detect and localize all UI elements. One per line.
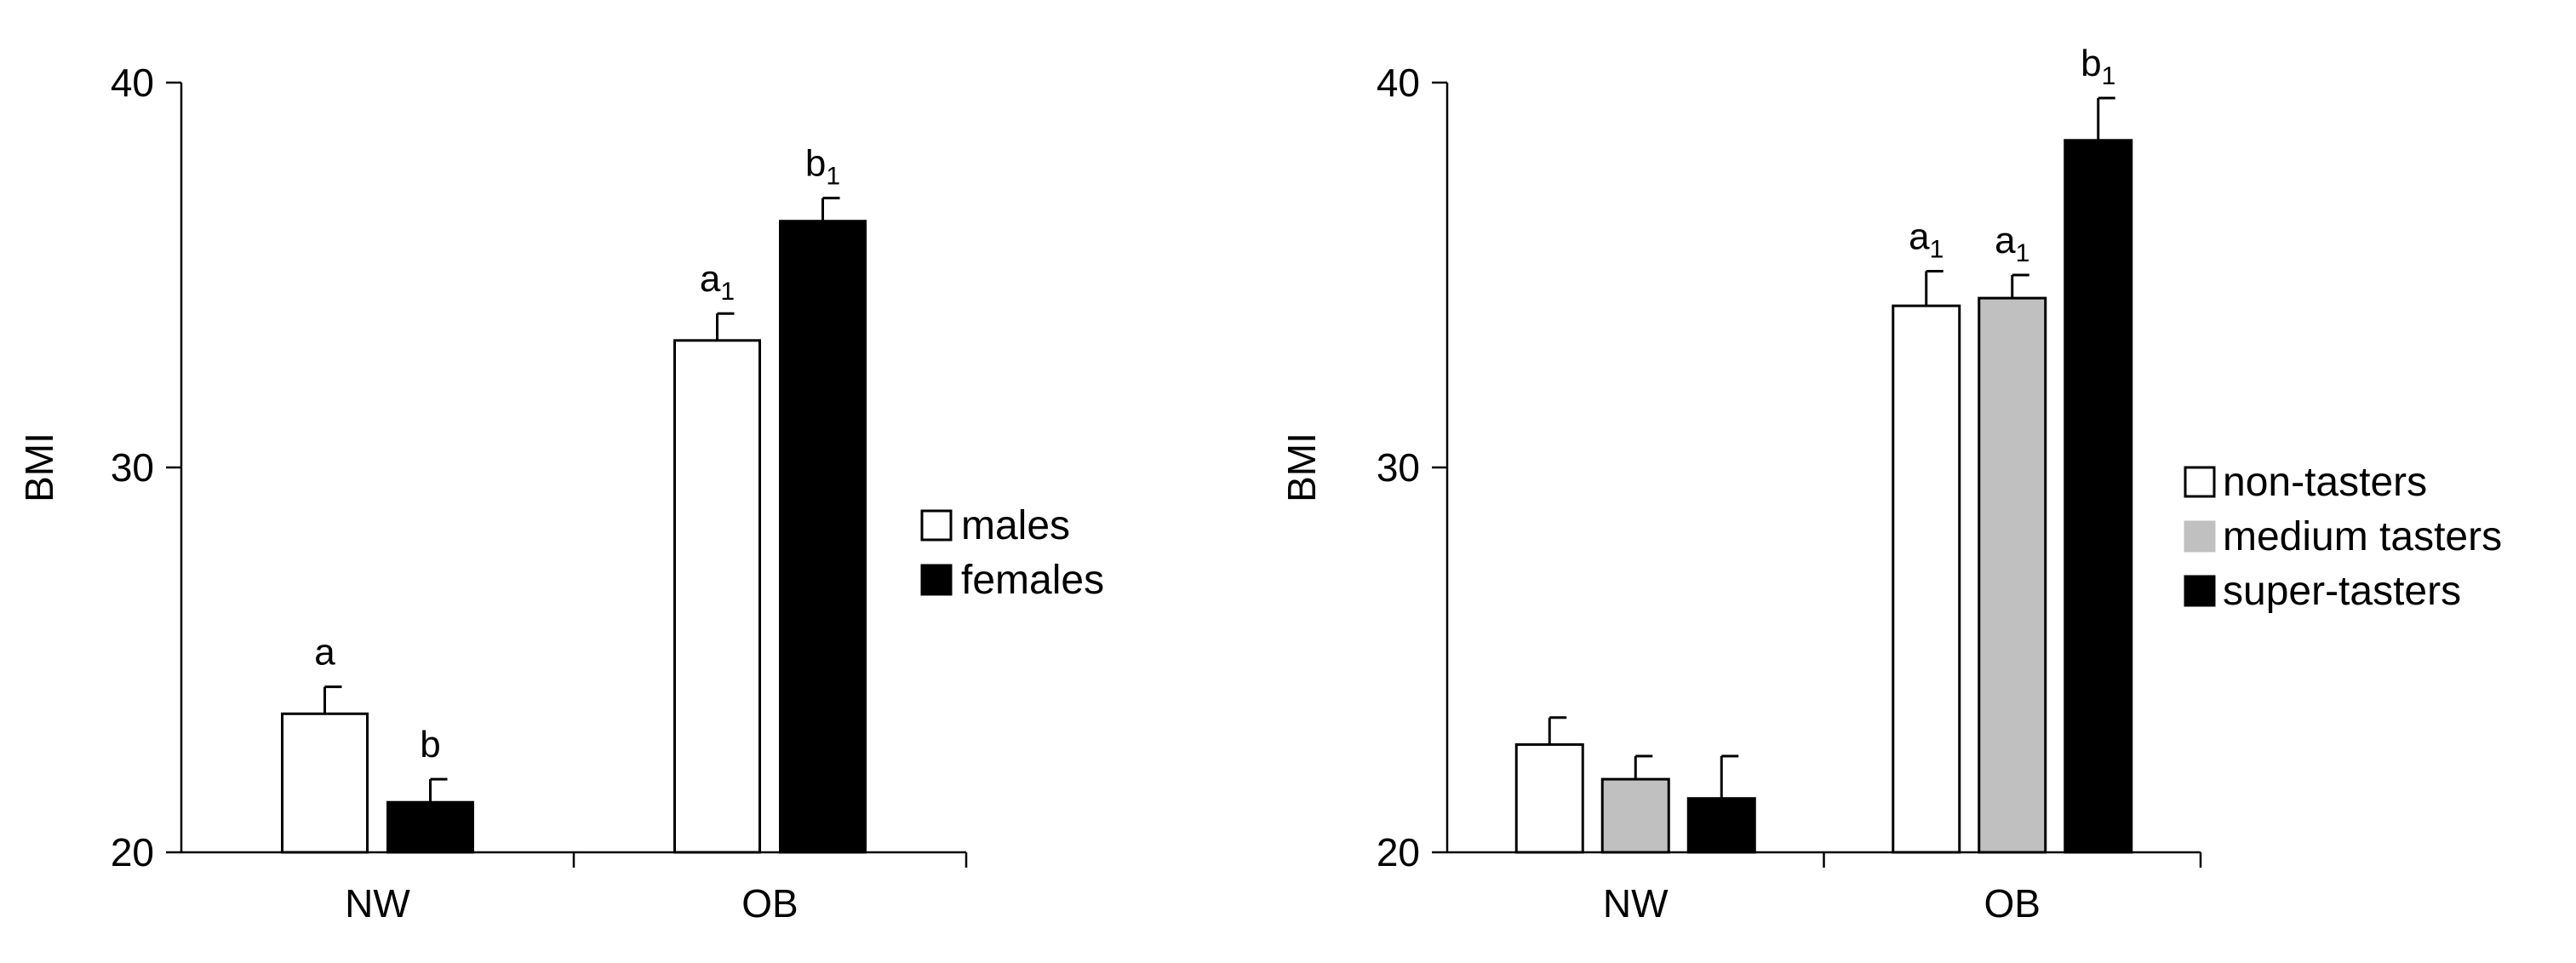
y-tick-label-20: 20 — [1377, 830, 1420, 874]
bar-males-nw — [281, 712, 369, 854]
significance-label-females-ob: b1 — [805, 143, 840, 191]
significance-label-males-nw: a — [314, 632, 335, 674]
bar-medium-tasters-ob — [1978, 296, 2047, 854]
bar-males-ob — [673, 339, 761, 854]
significance-subscript: 1 — [2016, 239, 2030, 267]
significance-label-males-ob: a1 — [700, 258, 735, 306]
significance-subscript: 1 — [826, 163, 840, 191]
bar-non-tasters-ob — [1892, 304, 1961, 854]
legend-label-super-tasters: super-tasters — [2223, 569, 2461, 614]
legend-label-non-tasters: non-tasters — [2223, 460, 2427, 505]
legend-swatch-medium-tasters — [2184, 520, 2216, 553]
category-label-nw: NW — [345, 881, 410, 926]
category-label-ob: OB — [741, 881, 798, 926]
category-label-nw: NW — [1603, 881, 1669, 926]
significance-subscript: 1 — [1930, 235, 1944, 263]
y-axis-label: BMI — [17, 433, 61, 502]
legend-swatch-super-tasters — [2184, 575, 2216, 607]
bar-females-ob — [779, 220, 867, 854]
significance-letter: b — [2081, 43, 2101, 84]
significance-label-super-tasters-ob: b1 — [2081, 43, 2115, 90]
legend-label-females: females — [961, 558, 1104, 603]
legend-swatch-females — [920, 564, 953, 596]
y-tick-label-30: 30 — [111, 445, 154, 490]
category-label-ob: OB — [1984, 881, 2041, 926]
bar-medium-tasters-nw — [1600, 777, 1670, 854]
y-tick-label-40: 40 — [111, 60, 154, 105]
significance-subscript: 1 — [2102, 62, 2116, 90]
y-axis-label: BMI — [1279, 433, 1324, 502]
legend-label-medium-tasters: medium tasters — [2223, 514, 2502, 559]
y-tick-label-20: 20 — [111, 830, 154, 874]
y-tick-label-30: 30 — [1377, 445, 1420, 490]
bar-non-tasters-nw — [1514, 742, 1584, 854]
significance-subscript: 1 — [720, 278, 735, 306]
y-tick-label-40: 40 — [1377, 60, 1420, 105]
legend-swatch-non-tasters — [2184, 466, 2216, 498]
significance-letter: b — [805, 143, 826, 185]
legend-swatch-males — [920, 509, 953, 542]
significance-letter: b — [420, 724, 440, 765]
significance-letter: a — [700, 258, 721, 300]
significance-label-females-nw: b — [420, 724, 440, 765]
bar-females-nw — [386, 800, 474, 854]
significance-letter: a — [1995, 220, 2016, 261]
bar-super-tasters-nw — [1686, 797, 1756, 854]
legend-label-males: males — [961, 503, 1070, 548]
significance-label-non-tasters-ob: a1 — [1909, 215, 1943, 263]
significance-letter: a — [314, 632, 335, 674]
significance-letter: a — [1909, 215, 1930, 257]
bar-super-tasters-ob — [2064, 139, 2133, 854]
significance-label-medium-tasters-ob: a1 — [1995, 220, 2029, 267]
